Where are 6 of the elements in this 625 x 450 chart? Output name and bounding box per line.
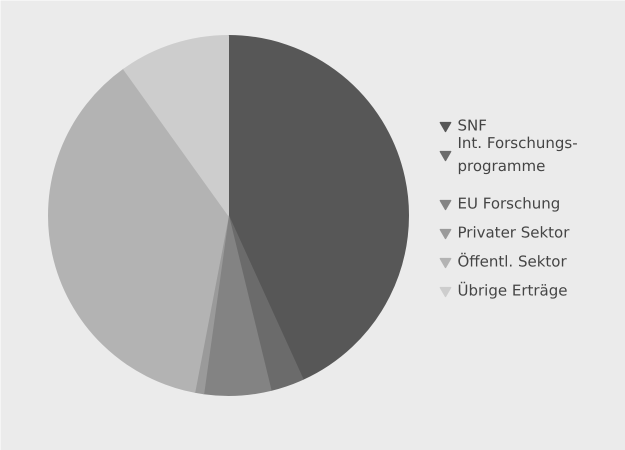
legend-label: EU Forschung: [458, 194, 560, 212]
legend-label: Übrige Erträge: [458, 282, 568, 300]
legend-label: Privater Sektor: [458, 224, 570, 242]
legend-label: SNF: [458, 116, 487, 134]
legend-label: Öffentl. Sektor: [458, 252, 568, 270]
legend-label: Int. Forschungs- programme: [458, 134, 578, 176]
